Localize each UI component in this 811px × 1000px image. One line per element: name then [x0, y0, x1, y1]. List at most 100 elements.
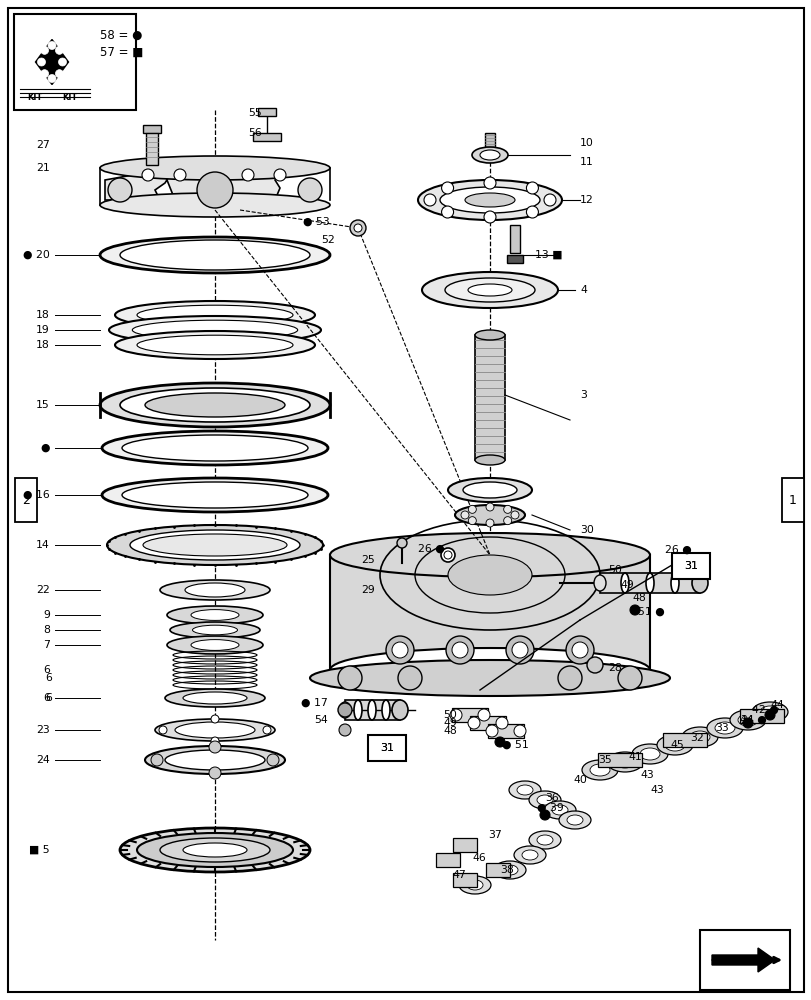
Text: 21: 21 [36, 163, 50, 173]
Ellipse shape [422, 272, 557, 308]
Ellipse shape [191, 610, 238, 620]
Ellipse shape [462, 482, 517, 498]
Ellipse shape [620, 573, 629, 593]
Text: 31: 31 [683, 561, 697, 571]
Text: 6: 6 [45, 693, 52, 703]
Ellipse shape [100, 193, 329, 217]
Circle shape [571, 642, 587, 658]
Text: ■ 5: ■ 5 [29, 845, 50, 855]
Circle shape [142, 169, 154, 181]
Text: 24: 24 [36, 755, 50, 765]
Ellipse shape [329, 648, 649, 692]
Text: 2: 2 [22, 493, 30, 506]
Ellipse shape [418, 180, 561, 220]
Ellipse shape [528, 831, 560, 849]
Ellipse shape [448, 555, 531, 595]
Ellipse shape [169, 622, 260, 638]
Circle shape [397, 666, 422, 690]
Text: 52: 52 [321, 235, 335, 245]
Bar [452, 708, 487, 722]
Circle shape [486, 725, 497, 737]
Ellipse shape [639, 748, 659, 760]
Ellipse shape [458, 876, 491, 894]
Bar [781, 478, 803, 522]
Circle shape [486, 503, 493, 511]
Ellipse shape [192, 625, 237, 635]
Text: 31: 31 [380, 743, 393, 753]
Ellipse shape [155, 719, 275, 741]
Text: 30: 30 [579, 525, 593, 535]
Circle shape [48, 42, 56, 50]
Bar [699, 930, 789, 990]
Text: KIT: KIT [28, 93, 42, 102]
Ellipse shape [448, 478, 531, 502]
Text: 7: 7 [43, 640, 50, 650]
Ellipse shape [656, 735, 692, 755]
Circle shape [55, 46, 63, 54]
Text: 50: 50 [443, 710, 457, 720]
Circle shape [483, 211, 496, 223]
Text: 26 ●: 26 ● [418, 544, 444, 554]
Bar [484, 133, 495, 155]
Text: 28: 28 [607, 663, 621, 673]
Circle shape [208, 767, 221, 779]
Ellipse shape [107, 525, 323, 565]
Ellipse shape [137, 305, 293, 325]
Ellipse shape [109, 316, 320, 344]
Text: 31: 31 [380, 743, 393, 753]
Ellipse shape [691, 573, 707, 593]
Ellipse shape [689, 731, 709, 743]
Circle shape [151, 754, 163, 766]
Bar [453, 838, 476, 852]
Circle shape [440, 548, 454, 562]
Circle shape [108, 178, 132, 202]
Text: 35: 35 [597, 755, 611, 765]
Text: 41: 41 [627, 752, 641, 762]
Circle shape [211, 737, 219, 745]
Ellipse shape [493, 861, 526, 879]
Circle shape [337, 666, 362, 690]
Text: 37: 37 [487, 830, 501, 840]
Text: 44 ●: 44 ● [739, 715, 766, 725]
Ellipse shape [440, 187, 539, 213]
Text: ● 16: ● 16 [24, 490, 50, 500]
Ellipse shape [479, 150, 500, 160]
Bar [14, 14, 135, 110]
Ellipse shape [729, 710, 765, 730]
Circle shape [505, 636, 534, 664]
Ellipse shape [614, 756, 634, 768]
Ellipse shape [191, 640, 238, 650]
Polygon shape [36, 40, 68, 85]
Circle shape [461, 511, 469, 519]
Circle shape [512, 642, 527, 658]
Text: ● 17: ● 17 [301, 698, 328, 708]
Circle shape [468, 505, 476, 513]
Text: 55: 55 [247, 108, 261, 118]
Ellipse shape [474, 330, 504, 340]
Circle shape [503, 505, 511, 513]
Ellipse shape [631, 744, 667, 764]
Circle shape [337, 703, 351, 717]
Text: 57 = ■: 57 = ■ [100, 46, 144, 59]
Ellipse shape [751, 702, 787, 722]
Circle shape [58, 58, 67, 66]
Circle shape [41, 46, 49, 54]
Circle shape [452, 642, 467, 658]
Ellipse shape [536, 795, 552, 805]
Ellipse shape [167, 606, 263, 624]
Ellipse shape [508, 781, 540, 799]
Circle shape [423, 194, 436, 206]
Circle shape [211, 715, 219, 723]
Text: 14: 14 [36, 540, 50, 550]
Circle shape [441, 206, 453, 218]
Ellipse shape [381, 700, 389, 720]
Ellipse shape [517, 785, 532, 795]
Text: 43: 43 [639, 770, 653, 780]
Circle shape [496, 717, 508, 729]
Polygon shape [329, 555, 649, 670]
Ellipse shape [165, 689, 264, 707]
Text: 11: 11 [579, 157, 593, 167]
Text: KIT: KIT [62, 93, 78, 102]
Ellipse shape [367, 700, 375, 720]
Bar [474, 335, 504, 460]
